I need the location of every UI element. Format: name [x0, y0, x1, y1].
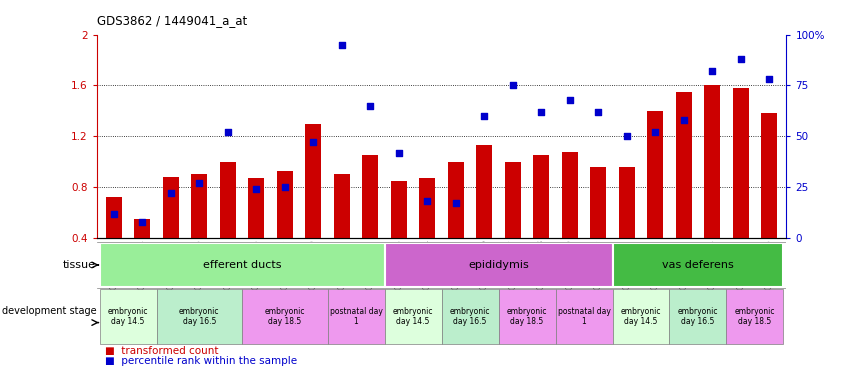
Bar: [192, 174, 207, 238]
Point: [734, 56, 748, 62]
Bar: [362, 156, 378, 238]
Text: vas deferens: vas deferens: [662, 260, 734, 270]
Bar: [590, 167, 606, 238]
Bar: [106, 197, 122, 238]
Text: embryonic
day 16.5: embryonic day 16.5: [179, 307, 220, 326]
Text: postnatal day
1: postnatal day 1: [330, 307, 383, 326]
Text: efferent ducts: efferent ducts: [203, 260, 281, 270]
Point: [250, 186, 263, 192]
Bar: [305, 124, 321, 238]
Text: GDS3862 / 1449041_a_at: GDS3862 / 1449041_a_at: [97, 14, 247, 27]
Bar: [220, 162, 235, 238]
Point: [164, 190, 177, 196]
Point: [420, 199, 434, 205]
Point: [363, 103, 377, 109]
Bar: [648, 111, 663, 238]
Text: embryonic
day 18.5: embryonic day 18.5: [735, 307, 775, 326]
Bar: [556, 289, 612, 344]
Bar: [477, 145, 492, 238]
Bar: [242, 289, 327, 344]
Text: embryonic
day 14.5: embryonic day 14.5: [393, 307, 433, 326]
Point: [478, 113, 491, 119]
Text: embryonic
day 18.5: embryonic day 18.5: [507, 307, 547, 326]
Point: [763, 76, 776, 83]
Bar: [327, 289, 384, 344]
Point: [193, 180, 206, 186]
Bar: [619, 167, 635, 238]
Bar: [612, 289, 669, 344]
Bar: [442, 289, 499, 344]
Bar: [562, 152, 578, 238]
Point: [620, 133, 633, 139]
Bar: [384, 243, 612, 287]
Point: [563, 97, 576, 103]
Text: embryonic
day 14.5: embryonic day 14.5: [108, 307, 148, 326]
Bar: [135, 219, 151, 238]
Bar: [277, 170, 293, 238]
Point: [135, 219, 149, 225]
Bar: [733, 88, 748, 238]
Bar: [676, 92, 691, 238]
Bar: [99, 243, 384, 287]
Text: tissue: tissue: [63, 260, 96, 270]
Point: [107, 210, 120, 217]
Bar: [391, 181, 406, 238]
Text: embryonic
day 16.5: embryonic day 16.5: [450, 307, 490, 326]
Bar: [705, 86, 720, 238]
Bar: [334, 174, 350, 238]
Text: embryonic
day 16.5: embryonic day 16.5: [678, 307, 718, 326]
Point: [278, 184, 292, 190]
Point: [449, 200, 463, 207]
Text: epididymis: epididymis: [468, 260, 529, 270]
Bar: [248, 178, 264, 238]
Point: [307, 139, 320, 146]
Bar: [761, 113, 777, 238]
Point: [506, 83, 520, 89]
Bar: [499, 289, 556, 344]
Bar: [533, 156, 549, 238]
Point: [221, 129, 235, 135]
Point: [335, 42, 348, 48]
Point: [706, 68, 719, 74]
Text: ■  percentile rank within the sample: ■ percentile rank within the sample: [105, 356, 297, 366]
Bar: [669, 289, 727, 344]
Text: ■  transformed count: ■ transformed count: [105, 346, 219, 356]
Text: development stage: development stage: [2, 306, 96, 316]
Point: [591, 109, 605, 115]
Bar: [99, 289, 156, 344]
Bar: [727, 289, 784, 344]
Bar: [448, 162, 463, 238]
Point: [648, 129, 662, 135]
Text: embryonic
day 14.5: embryonic day 14.5: [621, 307, 661, 326]
Bar: [505, 162, 521, 238]
Text: postnatal day
1: postnatal day 1: [558, 307, 611, 326]
Bar: [156, 289, 242, 344]
Point: [677, 117, 690, 123]
Point: [535, 109, 548, 115]
Text: embryonic
day 18.5: embryonic day 18.5: [265, 307, 305, 326]
Bar: [384, 289, 442, 344]
Bar: [163, 177, 178, 238]
Bar: [420, 178, 435, 238]
Point: [392, 149, 405, 156]
Bar: [612, 243, 784, 287]
